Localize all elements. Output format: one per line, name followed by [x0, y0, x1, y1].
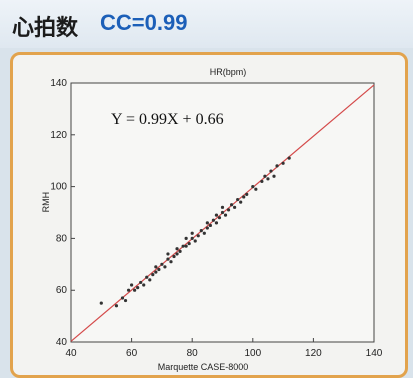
data-points: [99, 156, 291, 308]
data-point: [211, 218, 216, 222]
data-point: [130, 283, 134, 287]
data-point: [202, 231, 206, 235]
y-tick-label: 120: [50, 130, 67, 141]
data-point: [245, 192, 249, 196]
data-point: [139, 280, 143, 285]
data-point: [214, 213, 219, 217]
data-point: [184, 236, 188, 240]
data-point: [142, 283, 146, 287]
y-tick-label: 100: [50, 182, 67, 193]
data-point: [151, 273, 155, 277]
x-axis-label: Marquette CASE-8000: [158, 362, 249, 372]
data-point: [157, 267, 161, 272]
data-point: [233, 205, 237, 209]
x-axis-ticks: 40 60 80 100 120 140: [65, 338, 383, 359]
y-tick-label: 140: [50, 78, 67, 89]
data-point: [136, 286, 140, 290]
data-point: [169, 260, 173, 264]
data-point: [145, 275, 149, 279]
title-correlation: CC=0.99: [100, 10, 188, 35]
data-point: [220, 210, 225, 215]
data-point: [251, 185, 255, 189]
data-point: [236, 197, 240, 202]
data-point: [196, 234, 200, 238]
data-point: [184, 244, 188, 248]
data-point: [214, 221, 219, 225]
data-point: [263, 174, 267, 178]
x-tick-label: 140: [366, 348, 383, 359]
y-axis-ticks: 40 60 80 100 120 140: [50, 78, 75, 348]
x-tick-label: 80: [187, 348, 199, 359]
data-point: [187, 241, 191, 246]
data-point: [269, 169, 273, 173]
data-point: [272, 174, 276, 178]
data-point: [99, 301, 103, 305]
x-tick-label: 100: [244, 348, 261, 359]
data-point: [123, 298, 128, 303]
data-point: [178, 249, 182, 253]
data-point: [254, 187, 258, 191]
data-point: [220, 205, 225, 209]
chart-panel: HR(bpm) 40 60 80 100 120 140 40 60 80 100 120 140 …: [10, 52, 408, 378]
title-heart-rate: 心拍数: [12, 16, 79, 41]
data-point: [163, 265, 167, 269]
data-point: [266, 177, 270, 181]
data-point: [120, 296, 125, 300]
data-point: [208, 223, 212, 228]
data-point: [205, 226, 209, 230]
data-point: [226, 208, 231, 212]
data-point: [160, 262, 164, 266]
data-point: [181, 244, 185, 248]
x-tick-label: 60: [126, 348, 138, 359]
data-point: [133, 288, 137, 292]
data-point: [154, 265, 158, 269]
x-tick-label: 40: [65, 348, 77, 359]
data-point: [242, 195, 246, 199]
data-point: [172, 254, 176, 259]
data-point: [229, 203, 234, 207]
x-tick-label: 120: [305, 348, 322, 359]
data-point: [114, 304, 119, 308]
data-point: [126, 288, 131, 292]
data-point: [287, 156, 291, 160]
data-point: [193, 239, 197, 243]
data-point: [205, 221, 209, 225]
data-point: [281, 161, 285, 165]
data-point: [190, 231, 194, 235]
data-point: [190, 236, 194, 240]
data-point: [223, 213, 228, 217]
y-tick-label: 80: [56, 233, 68, 244]
data-point: [175, 252, 179, 256]
data-point: [199, 229, 203, 233]
y-tick-label: 40: [56, 337, 68, 348]
data-point: [148, 278, 152, 282]
data-point: [154, 270, 158, 274]
header: 心拍数 CC=0.99: [0, 0, 413, 48]
data-point: [260, 179, 264, 184]
chart-title: HR(bpm): [210, 67, 247, 77]
data-point: [175, 247, 179, 251]
data-point: [275, 164, 279, 168]
y-tick-label: 60: [56, 285, 68, 296]
y-axis-label: RMH: [41, 192, 51, 213]
data-point: [166, 252, 170, 256]
data-point: [239, 200, 243, 204]
data-point: [217, 216, 222, 220]
regression-equation: Y = 0.99X + 0.66: [111, 111, 224, 128]
data-point: [166, 257, 170, 261]
